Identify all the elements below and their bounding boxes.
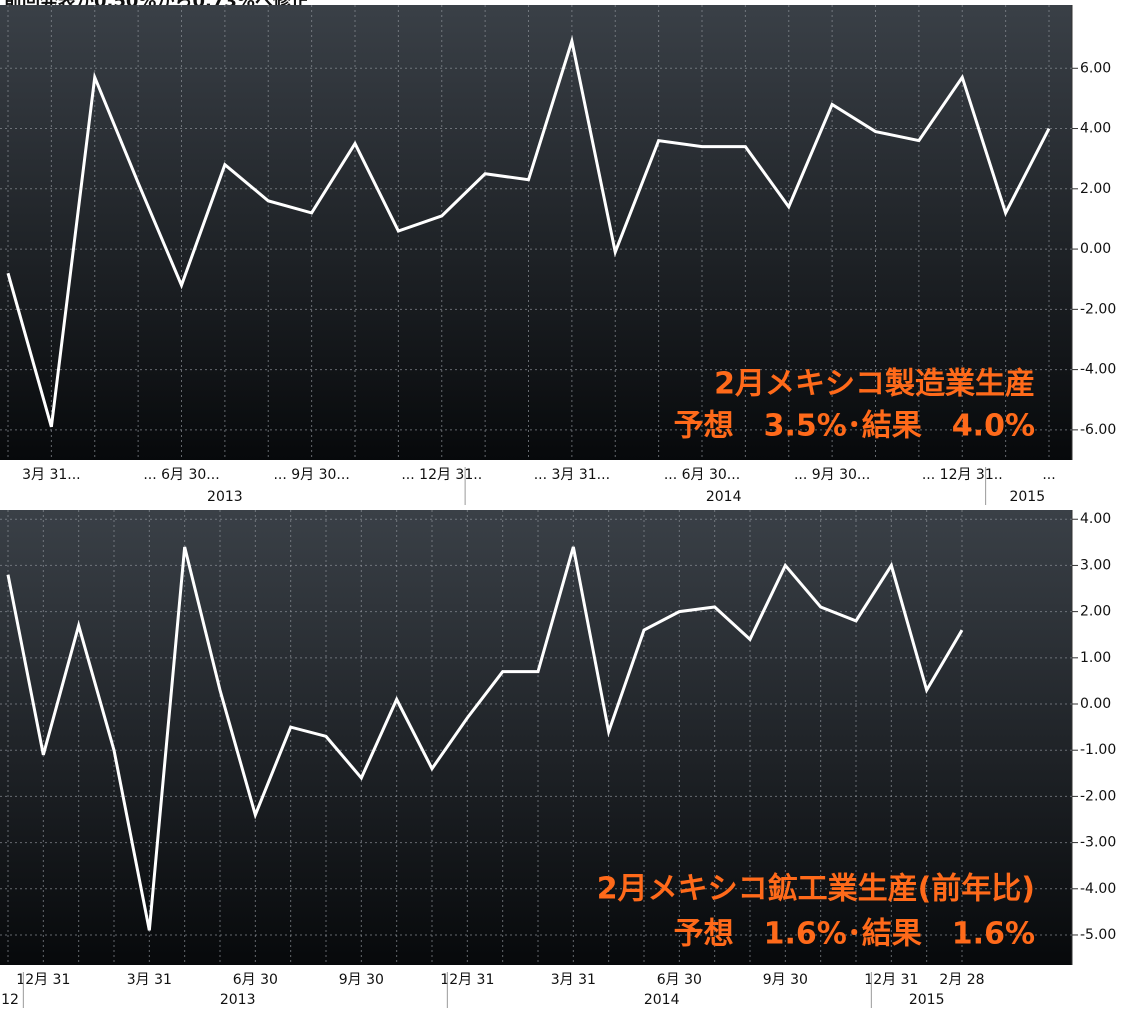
y-tick-label: 2.00 — [1080, 604, 1111, 620]
year-label: 2013 — [220, 992, 256, 1008]
y-tick-label: -2.00 — [1080, 788, 1116, 804]
year-label: 2015 — [909, 992, 945, 1008]
annotation: 2月メキシコ製造業生産 — [714, 367, 1035, 402]
x-tick-label: 6月 30 — [233, 972, 278, 988]
y-tick-label: -5.00 — [1080, 927, 1116, 943]
x-tick-label: ... 6月 30... — [664, 467, 740, 483]
plot-area — [0, 5, 1072, 460]
y-tick-label: -1.00 — [1080, 742, 1116, 758]
x-tick-label: ... 12月 31.. — [922, 467, 1003, 483]
y-tick-label: 1.00 — [1080, 650, 1111, 666]
x-tick-label: 9月 30 — [763, 972, 808, 988]
x-tick-label: 3月 31 — [551, 972, 596, 988]
x-tick-label: ... — [1042, 467, 1055, 483]
data-line — [6, 546, 964, 931]
year-label: 2014 — [644, 992, 680, 1008]
year-label: 2014 — [706, 489, 742, 505]
y-tick-label: -6.00 — [1080, 422, 1116, 438]
x-tick-label: 12月 31 — [440, 972, 494, 988]
annotation: 予想 1.6%･結果 1.6% — [674, 917, 1035, 952]
y-tick-label: -4.00 — [1080, 362, 1116, 378]
x-tick-label: 3月 31... — [22, 467, 81, 483]
y-tick-label: 2.00 — [1080, 181, 1111, 197]
y-tick-label: -4.00 — [1080, 881, 1116, 897]
y-tick-label: -3.00 — [1080, 835, 1116, 851]
year-label: 12 — [1, 992, 19, 1008]
x-tick-label: 12月 31 — [16, 972, 70, 988]
x-tick-label: ... 3月 31... — [534, 467, 610, 483]
x-tick-label: ... 9月 30... — [273, 467, 349, 483]
x-tick-label: 3月 31 — [127, 972, 172, 988]
y-tick-label: -2.00 — [1080, 301, 1116, 317]
y-tick-label: 6.00 — [1080, 60, 1111, 76]
data-line — [6, 35, 1051, 428]
annotation: 2月メキシコ鉱工業生産(前年比) — [597, 872, 1035, 907]
x-tick-label: 6月 30 — [657, 972, 702, 988]
x-tick-label: ... 6月 30... — [143, 467, 219, 483]
annotation: 予想 3.5%･結果 4.0% — [674, 409, 1035, 444]
year-label: 2015 — [1009, 489, 1045, 505]
y-tick-label: 0.00 — [1080, 696, 1111, 712]
y-tick-label: 4.00 — [1080, 511, 1111, 527]
x-tick-label: 2月 28 — [939, 972, 984, 988]
x-tick-label: 9月 30 — [339, 972, 384, 988]
x-tick-label: ... 9月 30... — [794, 467, 870, 483]
y-tick-label: 0.00 — [1080, 241, 1111, 257]
x-tick-label: 12月 31 — [864, 972, 918, 988]
y-tick-label: 3.00 — [1080, 557, 1111, 573]
y-tick-label: 4.00 — [1080, 121, 1111, 137]
year-label: 2013 — [207, 489, 243, 505]
x-tick-label: ... 12月 31.. — [401, 467, 482, 483]
